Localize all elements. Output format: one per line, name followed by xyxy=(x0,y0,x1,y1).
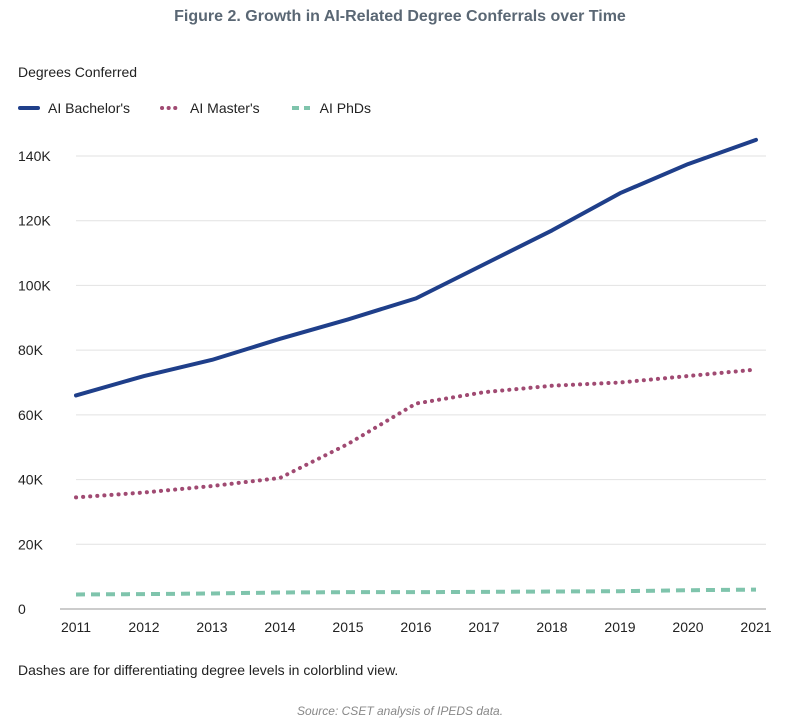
y-tick-label: 60K xyxy=(18,407,44,423)
series-line-1 xyxy=(74,367,758,500)
y-tick-label: 140K xyxy=(18,148,51,164)
x-tick-label: 2013 xyxy=(196,619,227,635)
x-tick-label: 2016 xyxy=(400,619,431,635)
x-tick-label: 2015 xyxy=(332,619,363,635)
legend-label-masters: AI Master's xyxy=(190,100,260,116)
legend-item-masters: AI Master's xyxy=(160,100,260,116)
legend-swatch-phds xyxy=(291,106,310,110)
legend-swatch-bachelors xyxy=(18,106,40,110)
x-tick-label: 2019 xyxy=(604,619,635,635)
x-tick-label: 2021 xyxy=(740,619,771,635)
legend-item-bachelors: AI Bachelor's xyxy=(18,100,130,116)
y-tick-label: 0 xyxy=(18,601,26,617)
series-line-0 xyxy=(74,137,758,398)
x-tick-label: 2017 xyxy=(468,619,499,635)
y-tick-label: 80K xyxy=(18,342,44,358)
legend-item-phds: AI PhDs xyxy=(290,100,371,116)
legend: AI Bachelor's AI Master's AI PhDs xyxy=(18,100,401,116)
footnote: Dashes are for differentiating degree le… xyxy=(18,662,399,678)
x-tick-label: 2014 xyxy=(264,619,295,635)
y-tick-label: 120K xyxy=(18,213,51,229)
legend-label-bachelors: AI Bachelor's xyxy=(48,100,131,116)
y-axis-label: Degrees Conferred xyxy=(18,64,138,80)
x-tick-label: 2011 xyxy=(61,619,91,635)
y-tick-label: 40K xyxy=(18,472,44,488)
source-note: Source: CSET analysis of IPEDS data. xyxy=(296,704,504,718)
x-tick-label: 2012 xyxy=(128,619,159,635)
x-tick-label: 2018 xyxy=(536,619,567,635)
legend-swatch-masters xyxy=(160,106,183,110)
x-tick-label: 2020 xyxy=(672,619,703,635)
series-line-2 xyxy=(75,587,757,597)
y-tick-label: 100K xyxy=(18,277,51,293)
legend-label-phds: AI PhDs xyxy=(319,100,371,116)
y-tick-label: 20K xyxy=(18,536,44,552)
chart-title: Figure 2. Growth in AI-Related Degree Co… xyxy=(174,8,626,25)
